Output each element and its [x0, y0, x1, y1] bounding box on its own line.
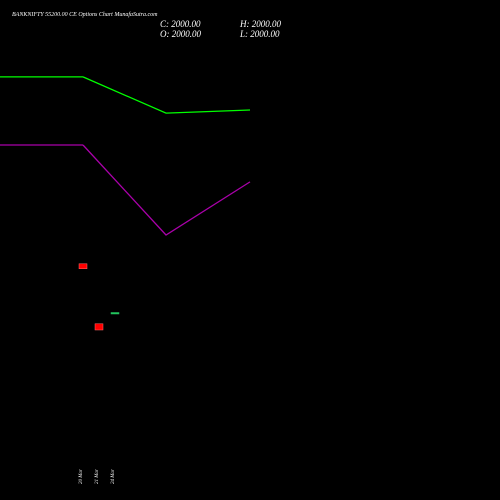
- x-tick-label: 20 Mar: [79, 469, 84, 484]
- chart-title: BANKNIFTY 55200.00 CE Options Chart Muna…: [12, 11, 158, 18]
- x-tick-label: 24 Mar: [111, 469, 116, 484]
- info-low: L: 2000.00: [239, 29, 280, 39]
- info-high: H: 2000.00: [239, 19, 281, 29]
- line-series: [82, 76, 251, 114]
- line-series: [82, 144, 251, 236]
- x-tick-label: 21 Mar: [95, 469, 100, 484]
- info-close: C: 2000.00: [160, 19, 201, 29]
- candle-body: [94, 323, 104, 331]
- candle-body: [78, 263, 88, 269]
- candle-body: [110, 312, 120, 315]
- info-open: O: 2000.00: [160, 29, 201, 39]
